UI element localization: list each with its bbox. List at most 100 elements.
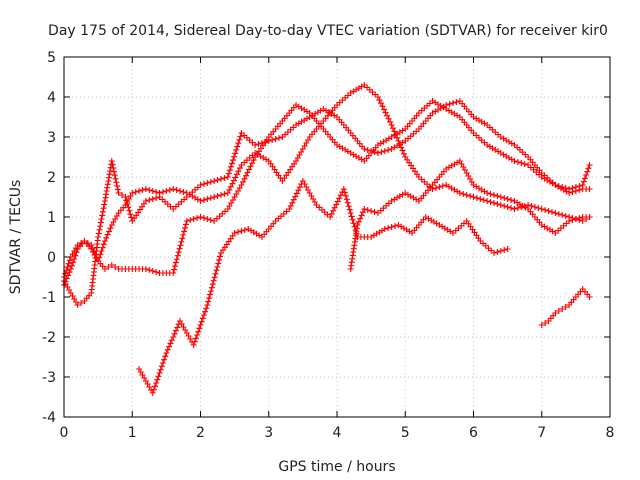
plus-marker — [396, 141, 403, 148]
plus-marker — [555, 183, 562, 189]
x-tick-label: 2 — [196, 425, 205, 441]
plus-marker — [210, 277, 217, 284]
plus-marker — [103, 191, 110, 198]
plus-marker — [252, 142, 259, 148]
plus-marker — [559, 212, 566, 218]
series-arc-b — [61, 98, 593, 308]
plus-marker — [359, 209, 366, 216]
plus-marker — [197, 198, 204, 204]
plus-marker — [207, 179, 214, 185]
plus-marker — [538, 206, 545, 212]
x-tick-label: 6 — [469, 425, 478, 441]
plus-marker — [334, 198, 341, 205]
plus-marker — [200, 312, 207, 318]
plus-marker — [62, 270, 69, 277]
plus-marker — [172, 259, 179, 266]
plus-marker — [129, 190, 136, 196]
plus-marker — [99, 212, 106, 219]
plus-marker — [555, 211, 562, 217]
plus-marker — [146, 267, 153, 273]
plus-marker — [226, 186, 233, 193]
plus-marker — [105, 178, 112, 184]
plus-marker — [113, 179, 120, 186]
plus-marker — [327, 214, 334, 220]
plus-marker — [221, 191, 228, 197]
plus-marker — [234, 143, 241, 150]
plus-marker — [463, 192, 470, 198]
plus-marker — [156, 190, 163, 196]
plus-marker — [71, 256, 78, 262]
plus-marker — [64, 264, 71, 270]
plus-marker — [381, 106, 388, 113]
plus-marker — [265, 138, 272, 144]
plus-marker — [180, 189, 187, 195]
plus-marker — [105, 264, 112, 270]
plus-marker — [399, 147, 406, 154]
plus-marker — [170, 270, 177, 276]
plus-marker — [583, 172, 590, 178]
plus-marker — [376, 97, 383, 104]
plus-marker — [95, 258, 102, 264]
plus-marker — [204, 180, 211, 186]
plus-marker — [154, 376, 161, 383]
plus-marker — [181, 228, 188, 235]
x-tick-label: 3 — [264, 425, 273, 441]
plus-marker — [119, 192, 126, 198]
plus-marker — [101, 201, 108, 208]
plus-marker — [586, 214, 593, 220]
plus-marker — [175, 249, 182, 256]
plus-marker — [207, 195, 214, 201]
plus-marker — [388, 224, 395, 230]
plus-marker — [233, 146, 240, 153]
plus-marker — [156, 370, 163, 376]
plus-marker — [584, 168, 591, 175]
plus-marker — [247, 163, 254, 170]
plus-marker — [149, 188, 156, 194]
plus-marker — [330, 207, 337, 214]
plus-marker — [487, 191, 494, 197]
plus-marker — [67, 266, 74, 272]
plus-marker — [569, 185, 576, 191]
plus-marker — [346, 206, 353, 213]
plus-marker — [202, 308, 209, 315]
plus-marker — [207, 291, 214, 298]
plus-marker — [542, 320, 549, 326]
plus-marker — [177, 242, 184, 249]
plus-marker — [98, 248, 105, 254]
plus-marker — [182, 224, 189, 231]
plus-marker — [78, 300, 85, 306]
plus-marker — [215, 260, 222, 267]
plus-marker — [350, 220, 357, 227]
plus-marker — [97, 251, 104, 258]
plus-marker — [343, 196, 350, 203]
plus-marker — [497, 194, 504, 200]
y-tick-label: 4 — [47, 90, 56, 106]
plus-marker — [216, 256, 223, 263]
plus-marker — [511, 158, 518, 164]
plus-marker — [192, 335, 199, 342]
series-arc-f — [538, 286, 593, 328]
plus-marker — [371, 149, 378, 155]
plus-marker — [149, 390, 156, 396]
plus-marker — [103, 188, 110, 194]
plus-marker — [190, 216, 197, 222]
plus-marker — [552, 210, 559, 216]
plus-marker — [230, 177, 237, 184]
plus-marker — [569, 217, 576, 223]
plus-marker — [108, 158, 115, 164]
plus-marker — [473, 195, 480, 201]
plus-marker — [207, 288, 214, 295]
plus-marker — [96, 254, 103, 261]
plus-marker — [272, 136, 279, 142]
plus-marker — [381, 148, 388, 154]
plus-marker — [126, 207, 133, 214]
plus-marker — [106, 171, 113, 178]
plus-marker — [241, 227, 248, 233]
plus-marker — [238, 228, 245, 234]
plus-marker — [180, 231, 187, 238]
plus-marker — [182, 221, 189, 228]
plus-marker — [159, 360, 166, 366]
plus-marker — [95, 234, 102, 240]
plus-marker — [104, 181, 111, 188]
